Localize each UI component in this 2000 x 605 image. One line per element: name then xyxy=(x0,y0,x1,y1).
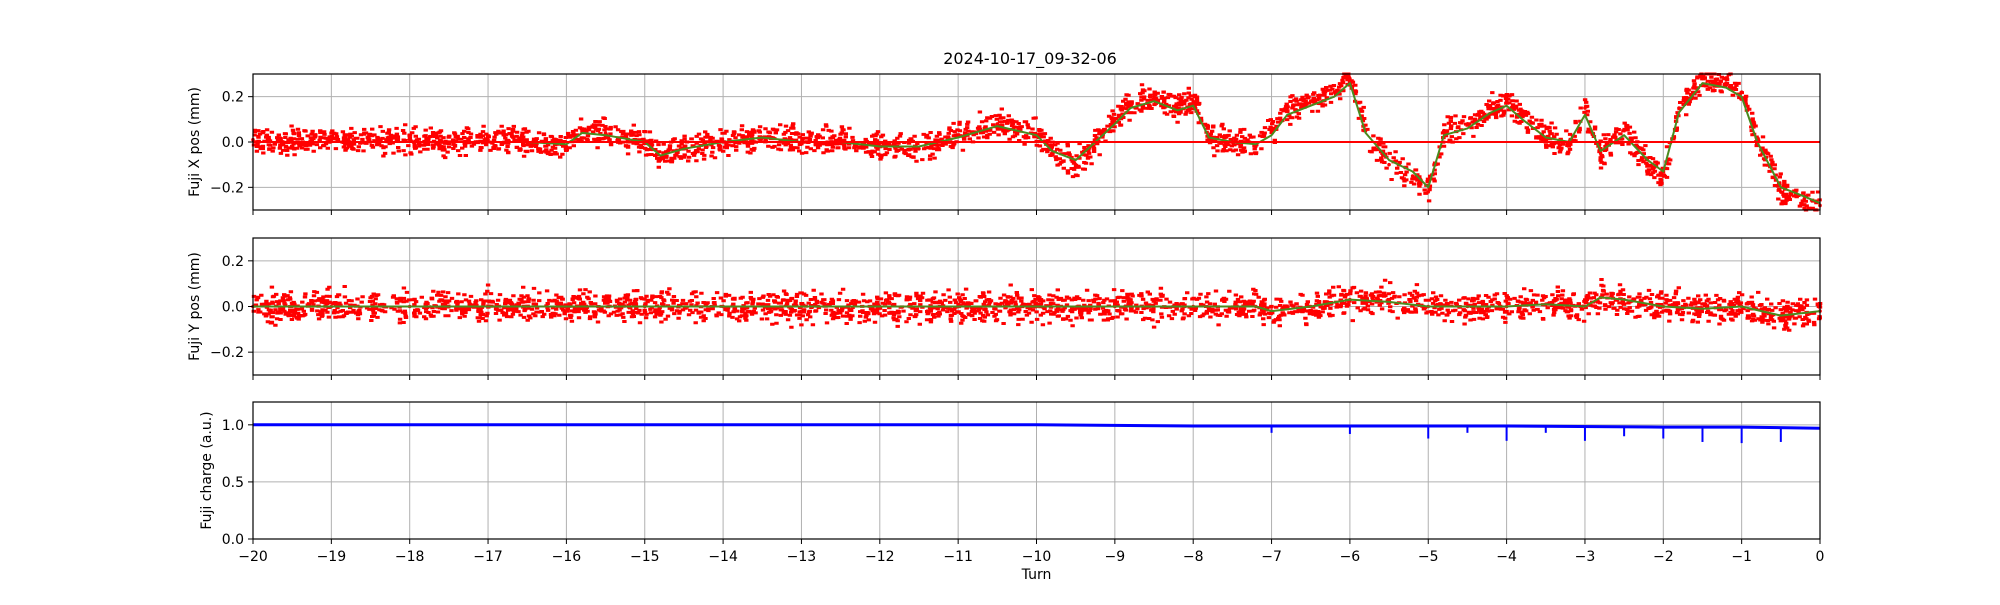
panel0-series0-point-42 xyxy=(1442,128,1446,133)
panel0-series0-point-53 xyxy=(1661,174,1666,178)
panel0-series0-point-17 xyxy=(838,137,843,142)
xtick-label-6: −14 xyxy=(708,549,738,565)
ytick-label-0-0: −0.2 xyxy=(210,180,244,196)
panel0-series0-point-6 xyxy=(486,137,490,142)
ytick-label-0-2: 0.2 xyxy=(222,90,244,106)
xtick-label-16: −4 xyxy=(1496,549,1517,565)
panel0-series0-point-33 xyxy=(1269,128,1274,133)
panel0-series0-point-55 xyxy=(1700,76,1705,81)
panel0-series0-point-57 xyxy=(1739,90,1744,94)
xtick-label-18: −2 xyxy=(1653,549,1674,565)
panel0-series0-point-45 xyxy=(1504,99,1509,103)
panel0-series0-point-44 xyxy=(1489,106,1493,110)
panel1-series0-point-17 xyxy=(1387,297,1391,302)
panel0-series0-point-25 xyxy=(1113,117,1117,122)
panel0-series1-line xyxy=(253,82,1821,205)
panel0-series0-point-4 xyxy=(407,137,412,142)
xtick-label-15: −5 xyxy=(1418,549,1439,565)
panel0-series0-point-40 xyxy=(1410,174,1415,178)
xtick-label-14: −6 xyxy=(1340,549,1361,565)
panel0-series0-point-59 xyxy=(1779,190,1783,194)
xtick-label-10: −10 xyxy=(1022,549,1052,565)
panel0-series0-point-35 xyxy=(1308,99,1313,103)
panel0-series0-point-10 xyxy=(603,131,608,135)
panel0-series0-point-29 xyxy=(1191,99,1195,103)
panel0-series0-point-24 xyxy=(1073,162,1078,167)
panel0-series0-point-41 xyxy=(1426,190,1431,194)
panel0-series0-point-49 xyxy=(1583,106,1587,110)
xlabel: Turn xyxy=(1021,567,1052,583)
panel0-series0-point-32 xyxy=(1254,144,1258,149)
xtick-label-7: −13 xyxy=(787,549,817,565)
panel0-series0-point-50 xyxy=(1598,151,1603,156)
ylabel-1: Fuji Y pos (mm) xyxy=(187,252,203,361)
ytick-label-1-2: 0.2 xyxy=(222,254,244,270)
ytick-label-2-2: 1.0 xyxy=(222,418,244,434)
ytick-label-0-1: 0.0 xyxy=(222,135,244,151)
panel0-series0-point-51 xyxy=(1622,128,1626,133)
panel0-series0-point-46 xyxy=(1520,113,1525,117)
xtick-label-1: −19 xyxy=(317,549,347,565)
ytick-label-1-1: 0.0 xyxy=(222,300,244,316)
panel0-series0-point-19 xyxy=(917,147,921,151)
xtick-label-11: −9 xyxy=(1105,549,1126,565)
panel0-series0-point-26 xyxy=(1128,101,1133,106)
xtick-label-12: −8 xyxy=(1183,549,1204,565)
chart-title: 2024-10-17_09-32-06 xyxy=(943,49,1117,69)
panel0-series0-point-36 xyxy=(1332,90,1337,94)
xtick-label-9: −11 xyxy=(943,549,973,565)
panel0-series0-point-37 xyxy=(1348,76,1352,81)
panel0-series0-point-52 xyxy=(1645,162,1650,167)
xtick-label-3: −17 xyxy=(473,549,503,565)
panel0-series0-point-56 xyxy=(1724,81,1728,85)
ytick-label-2-0: 0.0 xyxy=(222,532,244,548)
xtick-label-5: −15 xyxy=(630,549,660,565)
xtick-label-4: −16 xyxy=(552,549,582,565)
xtick-label-13: −7 xyxy=(1261,549,1282,565)
panel0-series0-point-8 xyxy=(564,144,569,149)
panel0-series0-point-9 xyxy=(580,128,584,133)
panel0-series0-point-21 xyxy=(995,122,1000,126)
panel0-series0-point-54 xyxy=(1677,106,1681,110)
panel0-series0-point-39 xyxy=(1387,162,1391,167)
xtick-label-20: 0 xyxy=(1816,549,1825,565)
panel0-series0-point-20 xyxy=(956,133,960,137)
ytick-label-2-1: 0.5 xyxy=(222,475,244,491)
ylabel-2: Fuji charge (a.u.) xyxy=(199,411,215,529)
panel0-series0-point-27 xyxy=(1152,94,1156,99)
panel0-series0-point-12 xyxy=(658,158,663,162)
xtick-label-17: −3 xyxy=(1575,549,1596,565)
panel0-series0-point-43 xyxy=(1465,122,1470,126)
panel1-series1-line xyxy=(253,296,1821,317)
xtick-label-8: −12 xyxy=(865,549,895,565)
panel0-series0-point-2 xyxy=(329,137,334,142)
ylabel-0: Fuji X pos (mm) xyxy=(187,87,203,197)
xtick-label-19: −1 xyxy=(1731,549,1752,565)
xtick-label-0: −20 xyxy=(238,549,268,565)
xtick-label-2: −18 xyxy=(395,549,425,565)
panel0-series0-point-34 xyxy=(1285,106,1290,110)
ytick-label-1-0: −0.2 xyxy=(210,345,244,361)
